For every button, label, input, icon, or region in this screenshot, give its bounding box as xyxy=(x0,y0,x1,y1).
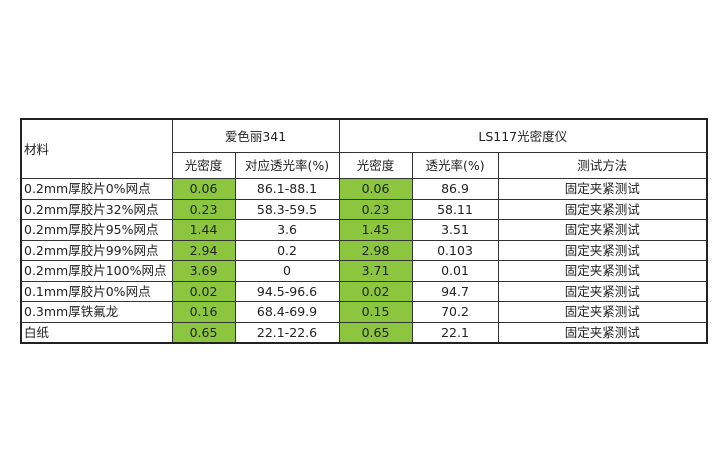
xrite-density-cell: 0.06 xyxy=(171,178,236,200)
method-cell: 固定夹紧测试 xyxy=(497,280,708,302)
header-g2-transmittance: 透光率(%) xyxy=(411,152,499,179)
xrite-density-cell: 3.69 xyxy=(171,260,236,282)
ls117-density-cell: 0.65 xyxy=(338,321,413,344)
material-cell: 0.2mm厚胶片95%网点 xyxy=(20,219,173,241)
material-cell: 白纸 xyxy=(20,321,173,344)
table-row: 0.3mm厚铁氟龙 0.16 68.4-69.9 0.15 70.2 固定夹紧测试 xyxy=(20,301,708,323)
material-cell: 0.3mm厚铁氟龙 xyxy=(20,301,173,323)
header-g1-transmittance: 对应透光率(%) xyxy=(234,152,340,179)
xrite-density-cell: 0.23 xyxy=(171,198,236,220)
ls117-transmittance-cell: 94.7 xyxy=(411,280,499,302)
header-material: 材料 xyxy=(20,118,173,179)
material-cell: 0.1mm厚胶片0%网点 xyxy=(20,280,173,302)
header-method: 测试方法 xyxy=(497,152,708,179)
table-row: 0.2mm厚胶片32%网点 0.23 58.3-59.5 0.23 58.11 固定夹紧测… xyxy=(20,198,708,220)
header-group-ls117: LS117光密度仪 xyxy=(338,118,708,153)
method-cell: 固定夹紧测试 xyxy=(497,321,708,344)
material-cell: 0.2mm厚胶片0%网点 xyxy=(20,178,173,200)
xrite-transmittance-cell: 58.3-59.5 xyxy=(234,198,340,220)
xrite-transmittance-cell: 0.2 xyxy=(234,239,340,261)
table-row: 0.2mm厚胶片0%网点 0.06 86.1-88.1 0.06 86.9 固定夹紧测试 xyxy=(20,178,708,200)
material-cell: 0.2mm厚胶片32%网点 xyxy=(20,198,173,220)
method-cell: 固定夹紧测试 xyxy=(497,260,708,282)
material-cell: 0.2mm厚胶片100%网点 xyxy=(20,260,173,282)
table-row: 白纸 0.65 22.1-22.6 0.65 22.1 固定夹紧测试 xyxy=(20,321,708,344)
table-row: 0.2mm厚胶片99%网点 2.94 0.2 2.98 0.103 固定夹紧测试 xyxy=(20,239,708,261)
ls117-transmittance-cell: 0.103 xyxy=(411,239,499,261)
header-group-xrite: 爱色丽341 xyxy=(171,118,340,153)
ls117-transmittance-cell: 3.51 xyxy=(411,219,499,241)
ls117-transmittance-cell: 22.1 xyxy=(411,321,499,344)
table-row: 0.1mm厚胶片0%网点 0.02 94.5-96.6 0.02 94.7 固定夹紧测试 xyxy=(20,280,708,302)
header-row-1: 材料 爱色丽341 LS117光密度仪 xyxy=(20,118,708,179)
method-cell: 固定夹紧测试 xyxy=(497,301,708,323)
table-row: 0.2mm厚胶片100%网点 3.69 0 3.71 0.01 固定夹紧测试 xyxy=(20,260,708,282)
ls117-density-cell: 0.02 xyxy=(338,280,413,302)
ls117-transmittance-cell: 58.11 xyxy=(411,198,499,220)
xrite-transmittance-cell: 68.4-69.9 xyxy=(234,301,340,323)
header-g1-density: 光密度 xyxy=(171,152,236,179)
material-cell: 0.2mm厚胶片99%网点 xyxy=(20,239,173,261)
xrite-transmittance-cell: 94.5-96.6 xyxy=(234,280,340,302)
xrite-transmittance-cell: 22.1-22.6 xyxy=(234,321,340,344)
ls117-density-cell: 1.45 xyxy=(338,219,413,241)
xrite-transmittance-cell: 86.1-88.1 xyxy=(234,178,340,200)
xrite-density-cell: 1.44 xyxy=(171,219,236,241)
ls117-transmittance-cell: 70.2 xyxy=(411,301,499,323)
method-cell: 固定夹紧测试 xyxy=(497,219,708,241)
ls117-density-cell: 0.15 xyxy=(338,301,413,323)
xrite-density-cell: 0.16 xyxy=(171,301,236,323)
xrite-density-cell: 0.65 xyxy=(171,321,236,344)
ls117-density-cell: 2.98 xyxy=(338,239,413,261)
comparison-table: 材料 爱色丽341 LS117光密度仪 光密度 对应透光率(%) 光密度 透光率… xyxy=(20,118,709,344)
ls117-transmittance-cell: 0.01 xyxy=(411,260,499,282)
method-cell: 固定夹紧测试 xyxy=(497,198,708,220)
header-g2-density: 光密度 xyxy=(338,152,413,179)
ls117-density-cell: 3.71 xyxy=(338,260,413,282)
method-cell: 固定夹紧测试 xyxy=(497,178,708,200)
ls117-density-cell: 0.23 xyxy=(338,198,413,220)
xrite-transmittance-cell: 3.6 xyxy=(234,219,340,241)
xrite-transmittance-cell: 0 xyxy=(234,260,340,282)
ls117-transmittance-cell: 86.9 xyxy=(411,178,499,200)
method-cell: 固定夹紧测试 xyxy=(497,239,708,261)
xrite-density-cell: 0.02 xyxy=(171,280,236,302)
header-row-2: 光密度 对应透光率(%) 光密度 透光率(%) 测试方法 xyxy=(21,152,708,179)
ls117-density-cell: 0.06 xyxy=(338,178,413,200)
table-row: 0.2mm厚胶片95%网点 1.44 3.6 1.45 3.51 固定夹紧测试 xyxy=(20,219,708,241)
xrite-density-cell: 2.94 xyxy=(171,239,236,261)
